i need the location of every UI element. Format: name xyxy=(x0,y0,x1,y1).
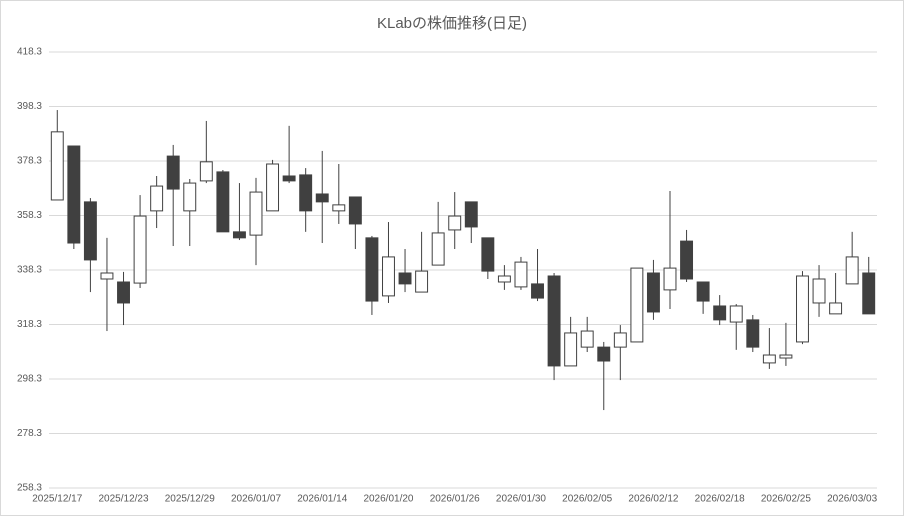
x-tick-label: 2026/01/14 xyxy=(297,494,347,505)
candle-body xyxy=(547,275,561,367)
x-tick-label: 2026/02/18 xyxy=(695,494,745,505)
candle-body xyxy=(117,281,130,304)
candle-body xyxy=(696,281,710,302)
y-tick-label: 418.3 xyxy=(17,47,42,58)
candle-body xyxy=(796,275,809,343)
candle-body xyxy=(812,278,826,304)
candle-body xyxy=(50,131,64,201)
chart-title: KLabの株価推移(日足) xyxy=(377,15,527,32)
candle-body xyxy=(497,275,511,283)
candle-body xyxy=(762,354,776,364)
candle-body xyxy=(630,267,644,343)
x-tick-label: 2025/12/23 xyxy=(98,494,148,505)
candle-body xyxy=(216,171,230,233)
y-tick-label: 258.3 xyxy=(17,483,42,494)
y-tick-label: 398.3 xyxy=(17,101,42,112)
candle-body xyxy=(564,332,578,367)
y-tick-label: 378.3 xyxy=(17,156,42,167)
candle-body xyxy=(663,267,677,291)
candle-body xyxy=(580,330,594,348)
candle-body xyxy=(729,305,743,323)
x-tick-label: 2026/03/03 xyxy=(827,494,877,505)
candle-body xyxy=(282,175,296,182)
candle-body xyxy=(365,237,379,302)
candle-body xyxy=(249,191,263,236)
candle-body xyxy=(448,215,462,231)
candle-body xyxy=(348,196,362,225)
candle-body xyxy=(133,215,147,284)
x-tick-label: 2026/02/12 xyxy=(628,494,678,505)
candle-body xyxy=(199,161,213,182)
candle-body xyxy=(746,319,760,348)
candle-body xyxy=(315,193,329,203)
x-tick-label: 2026/01/26 xyxy=(430,494,480,505)
candle-body xyxy=(481,237,495,272)
y-tick-label: 338.3 xyxy=(17,265,42,276)
y-tick-label: 358.3 xyxy=(17,210,42,221)
x-tick-label: 2025/12/17 xyxy=(32,494,82,505)
candle-body xyxy=(845,256,859,285)
candle-body xyxy=(829,302,843,315)
candle-body xyxy=(431,232,445,266)
candle-body xyxy=(415,270,429,293)
x-tick-label: 2026/01/07 xyxy=(231,494,281,505)
x-tick-label: 2026/01/30 xyxy=(496,494,546,505)
candle-body xyxy=(680,240,694,280)
candle-body xyxy=(382,256,395,297)
candle-body xyxy=(100,272,114,280)
candle-body xyxy=(299,174,313,212)
candle-body xyxy=(779,354,793,359)
candle-body xyxy=(183,182,197,212)
candle-body xyxy=(531,283,544,299)
x-tick-label: 2025/12/29 xyxy=(165,494,215,505)
candle-body xyxy=(862,272,876,315)
candle-body xyxy=(514,261,528,288)
candle-body xyxy=(83,201,97,261)
candle-body xyxy=(613,332,627,348)
x-tick-label: 2026/02/25 xyxy=(761,494,811,505)
candle-body xyxy=(398,272,412,285)
y-tick-label: 298.3 xyxy=(17,374,42,385)
x-tick-label: 2026/02/05 xyxy=(562,494,612,505)
candle-body xyxy=(646,272,660,313)
candle-body xyxy=(597,346,611,362)
x-tick-label: 2026/01/20 xyxy=(363,494,413,505)
candle-body xyxy=(150,185,164,212)
candle-body xyxy=(266,163,280,212)
candle-body xyxy=(713,305,727,321)
y-tick-label: 278.3 xyxy=(17,428,42,439)
candle-body xyxy=(232,231,246,239)
candle-body xyxy=(166,155,180,190)
candle-body xyxy=(464,201,478,228)
candle-body xyxy=(332,204,346,212)
y-tick-label: 318.3 xyxy=(17,319,42,330)
candle-body xyxy=(67,145,81,244)
